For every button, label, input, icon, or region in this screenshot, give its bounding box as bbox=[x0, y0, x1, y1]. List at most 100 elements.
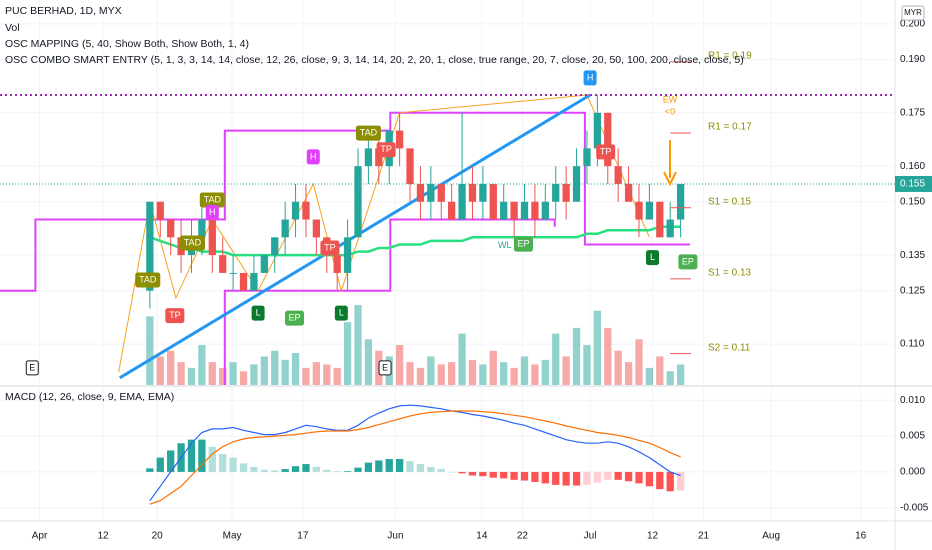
last-price-box bbox=[895, 175, 932, 192]
range-box bbox=[223, 218, 556, 385]
candle-body bbox=[219, 255, 227, 273]
candle-body bbox=[635, 201, 643, 220]
volume-bar bbox=[448, 362, 456, 385]
y-tick-label: 0.175 bbox=[900, 107, 925, 118]
signal-badge bbox=[376, 142, 396, 158]
signal-label: TAD bbox=[360, 127, 378, 137]
candle-body bbox=[395, 130, 404, 149]
volume-bar bbox=[354, 305, 362, 385]
currency-box bbox=[901, 5, 925, 21]
candle-body bbox=[500, 201, 508, 220]
candle-body bbox=[250, 272, 258, 291]
volume-bar bbox=[624, 362, 633, 385]
macd-title: MACD (12, 26, close, 9, EMA, EMA) bbox=[5, 391, 174, 403]
candle-body bbox=[146, 201, 154, 291]
volume-bar bbox=[406, 362, 414, 385]
signal-badge bbox=[583, 70, 597, 86]
signal-label: H bbox=[310, 151, 317, 161]
level-label: S1 = 0.15 bbox=[708, 196, 752, 207]
signal-badge bbox=[165, 308, 185, 324]
candle-body bbox=[541, 201, 549, 220]
y-tick-label: 0.190 bbox=[900, 54, 925, 65]
macd-histogram bbox=[364, 462, 373, 472]
candle-body bbox=[593, 112, 602, 149]
candle-body bbox=[552, 183, 560, 202]
volume-bar bbox=[468, 359, 477, 385]
signal-badge bbox=[320, 240, 340, 256]
macd-histogram bbox=[666, 471, 674, 492]
volume-bar bbox=[552, 333, 560, 385]
volume-bar bbox=[177, 362, 185, 385]
level-label: S1 = 0.13 bbox=[708, 268, 752, 279]
candle-body bbox=[437, 183, 445, 202]
volume-bar bbox=[427, 356, 435, 385]
volume-bar bbox=[541, 359, 549, 385]
signal-label: H bbox=[209, 207, 216, 217]
y-tick-label: 0.110 bbox=[900, 339, 925, 350]
macd-histogram bbox=[354, 467, 362, 472]
candle-body bbox=[656, 201, 664, 238]
candle-body bbox=[510, 201, 518, 220]
macd-histogram bbox=[572, 471, 581, 486]
volume-bar bbox=[239, 371, 248, 385]
volume-bar bbox=[333, 367, 341, 385]
macd-histogram bbox=[385, 459, 393, 472]
volume-bar bbox=[198, 345, 206, 385]
candle-body bbox=[468, 183, 477, 202]
y-tick-label: 0.125 bbox=[900, 285, 925, 296]
macd-histogram bbox=[604, 471, 612, 480]
volume-bar bbox=[572, 327, 581, 385]
candle-body bbox=[624, 183, 633, 202]
signal-label: H bbox=[587, 72, 594, 82]
macd-histogram bbox=[593, 471, 602, 483]
x-tick-label: 21 bbox=[698, 531, 710, 542]
y-tick-label: 0.135 bbox=[900, 250, 925, 261]
volume-bar bbox=[302, 367, 310, 385]
volume-bar bbox=[291, 353, 300, 385]
signal-label: L bbox=[650, 252, 655, 262]
signal-label: EP bbox=[289, 312, 301, 322]
signal-label: EP bbox=[682, 256, 694, 266]
macd-histogram bbox=[198, 439, 206, 472]
x-tick-label: Jul bbox=[584, 531, 597, 542]
candle-body bbox=[416, 183, 425, 202]
macd-histogram bbox=[583, 471, 591, 485]
volume-bar bbox=[312, 362, 321, 385]
indicator-label: Vol bbox=[5, 22, 20, 34]
signal-label: TP bbox=[600, 146, 612, 156]
candle-body bbox=[562, 183, 570, 202]
indicator-label: OSC COMBO SMART ENTRY (5, 1, 3, 3, 14, 1… bbox=[5, 54, 744, 66]
candle-body bbox=[198, 219, 206, 238]
macd-histogram bbox=[167, 450, 175, 472]
x-tick-label: 20 bbox=[152, 531, 164, 542]
macd-histogram bbox=[239, 463, 248, 472]
signal-arrow bbox=[663, 140, 677, 187]
candle-body bbox=[666, 219, 674, 238]
volume-bar bbox=[635, 339, 643, 385]
macd-histogram bbox=[458, 471, 466, 474]
macd-histogram bbox=[427, 466, 435, 472]
x-tick-label: 12 bbox=[647, 531, 659, 542]
volume-bar bbox=[645, 367, 654, 385]
candle-body bbox=[343, 237, 352, 273]
macd-histogram bbox=[333, 471, 341, 472]
candle-body bbox=[604, 112, 612, 167]
signal-badge bbox=[205, 204, 219, 220]
x-tick-label: Apr bbox=[32, 531, 48, 542]
candle-body bbox=[312, 219, 321, 238]
currency: MYR bbox=[904, 8, 922, 17]
chart-title: PUC BERHAD, 1D, MYX bbox=[5, 5, 122, 17]
macd-histogram bbox=[146, 468, 154, 472]
candle-body bbox=[531, 201, 539, 220]
macd-histogram bbox=[323, 469, 331, 472]
volume-bar bbox=[531, 364, 539, 385]
macd-histogram bbox=[281, 469, 289, 472]
macd-histogram bbox=[489, 471, 497, 478]
candle-body bbox=[167, 219, 175, 238]
macd-histogram bbox=[479, 471, 487, 477]
volume-bar bbox=[562, 356, 570, 385]
candle-body bbox=[239, 272, 248, 291]
volume-bar bbox=[343, 322, 352, 385]
macd-histogram bbox=[552, 471, 560, 485]
macd-histogram bbox=[250, 466, 258, 472]
